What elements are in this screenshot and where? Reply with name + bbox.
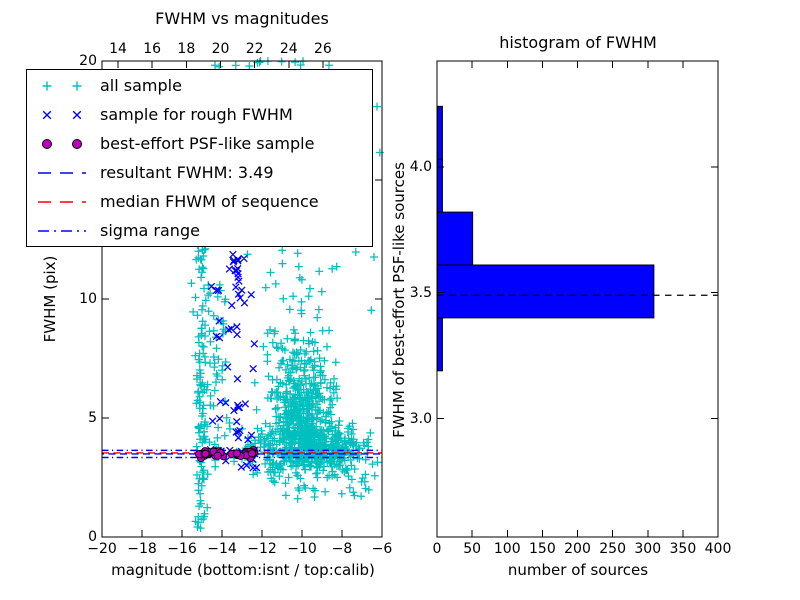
legend-item: sigma range [27,217,372,244]
left-plot-xtick-label: −16 [167,541,197,557]
histogram-bar [437,317,443,372]
left-plot-top-xtick-label: 26 [314,41,332,57]
legend-item-label: resultant FWHM: 3.49 [100,163,274,182]
left-plot-title: FWHM vs magnitudes [155,9,329,28]
dashed-line-icon [38,171,86,174]
left-plot-top-xtick-label: 22 [245,41,264,57]
legend-item: all sample [27,72,372,99]
legend-item-label: sigma range [100,221,200,240]
left-plot-top-xtick-label: 16 [143,41,162,57]
right-plot-title: histogram of FWHM [499,33,657,52]
left-plot-xtick-label: −14 [207,541,237,557]
left-plot-xtick-label: −18 [127,541,157,557]
psf-sample-point [213,451,222,460]
left-plot-xtick-label: −8 [331,541,353,557]
right-plot-xtick-label: 0 [432,541,442,557]
left-plot-ytick-label: 5 [88,410,97,426]
histogram-bar [437,105,443,160]
histogram-bar [437,211,474,266]
right-plot-xtick-label: 400 [704,541,732,557]
left-plot-xtick-label: −20 [87,541,117,557]
legend-item: best-effort PSF-like sample [27,130,372,157]
right-plot-ytick-label: 3.0 [409,410,432,427]
left-plot-ylabel: FWHM (pix) [41,255,59,343]
legend-box: all sample sample for rough FWHM best-effo… [26,69,373,247]
histogram-bars [437,105,655,372]
left-plot-xtick-label: −12 [247,541,277,557]
dashed-line-icon [38,200,86,203]
legend-item-label: all sample [100,76,182,95]
right-plot-ylabel: FWHM of best-effort PSF-like sources [390,162,408,438]
circle-marker-icon [42,138,82,149]
right-plot-xtick-label: 100 [493,541,521,557]
plus-marker-icon [42,81,82,90]
right-plot-xtick-label: 350 [669,541,697,557]
right-plot-xtick-label: 300 [634,541,662,557]
histogram-bar [437,264,655,319]
x-marker-icon [42,110,82,119]
left-plot-xlabel: magnitude (bottom:isnt / top:calib) [111,561,375,579]
legend-item-label: sample for rough FWHM [100,105,293,124]
right-plot-xtick-label: 50 [463,541,482,557]
left-plot-xtick-label: −6 [371,541,393,557]
right-plot-ytick-label: 3.5 [409,284,432,301]
psf-sample-point [201,449,210,458]
left-plot-ytick-label: 0 [88,529,97,545]
left-plot-top-xtick-label: 20 [211,41,230,57]
legend-item: median FHWM of sequence [27,188,372,215]
left-plot-top-xtick-label: 24 [279,41,298,57]
left-plot-ytick-label: 10 [79,291,97,307]
right-plot-xtick-label: 150 [529,541,556,557]
left-plot-xtick-label: −10 [287,541,317,557]
legend-item: sample for rough FWHM [27,101,372,128]
left-plot-top-xtick-label: 18 [177,41,196,57]
right-plot-xtick-label: 200 [564,541,591,557]
legend-item-label: best-effort PSF-like sample [100,134,315,153]
scatter-series-circle [194,445,258,463]
legend-item-label: median FHWM of sequence [100,192,319,211]
psf-sample-point [232,449,241,458]
dashdot-line-icon [38,229,86,232]
left-plot-top-xtick-label: 14 [109,41,127,57]
right-plot-xlabel: number of sources [507,561,649,579]
psf-sample-point [247,449,257,458]
legend-item: resultant FWHM: 3.49 [27,159,372,186]
right-plot-xtick-label: 250 [599,541,626,557]
right-plot-ytick-label: 4.0 [409,158,432,175]
left-plot-ytick-label: 20 [79,53,97,69]
